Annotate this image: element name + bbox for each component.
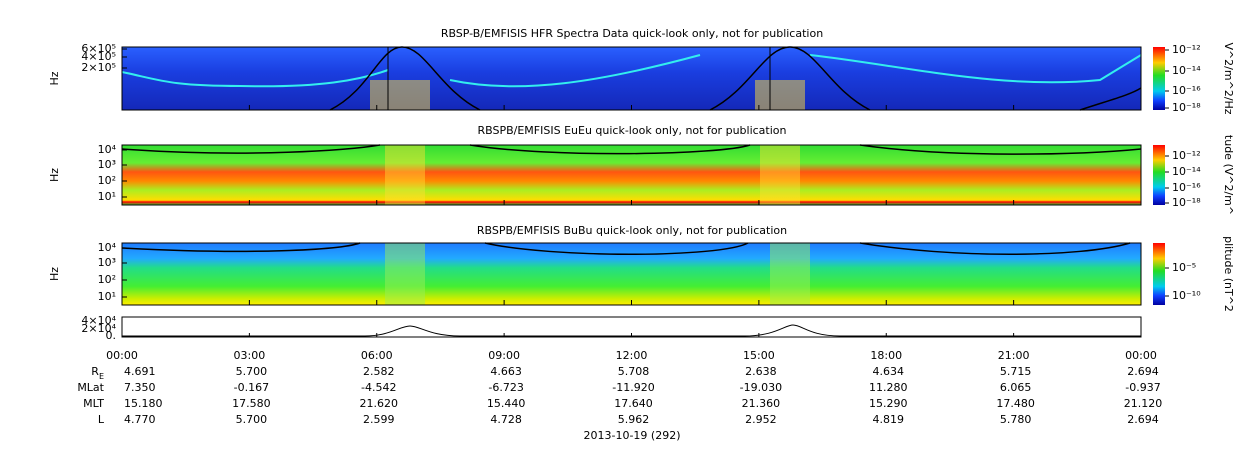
x-tick-label: 12:00 <box>616 349 648 362</box>
colorbar-tick-label: 10⁻¹² <box>1172 149 1201 162</box>
colorbar-label: V^2/m^2/Hz <box>1222 42 1235 114</box>
y-axis-label: Hz <box>48 267 61 281</box>
ephemeris-value: 4.691 <box>124 365 156 378</box>
ephemeris-value: 5.715 <box>1000 365 1032 378</box>
y-axis-label: Hz <box>48 168 61 182</box>
ephemeris-value: -0.937 <box>1125 381 1160 394</box>
ephemeris-value: 5.708 <box>618 365 650 378</box>
ephemeris-value: 5.962 <box>618 413 650 426</box>
colorbar-tick-label: 10⁻¹⁴ <box>1172 64 1201 77</box>
y-tick-label: 10³ <box>98 158 116 171</box>
y-tick-label: 10² <box>98 174 116 187</box>
ephemeris-value: 21.620 <box>360 397 399 410</box>
ephemeris-value: 2.694 <box>1127 413 1159 426</box>
ephemeris-value: 2.952 <box>745 413 777 426</box>
x-tick-label: 06:00 <box>361 349 393 362</box>
y-tick-label: 4×10⁴ <box>81 314 116 327</box>
row-label-text: MLT <box>83 397 104 410</box>
ephemeris-value: -4.542 <box>361 381 396 394</box>
ephemeris-value: 7.350 <box>124 381 156 394</box>
ephemeris-value: 4.770 <box>124 413 156 426</box>
y-axis-label: Hz <box>48 71 61 85</box>
colorbar-tick-label: 10⁻¹⁶ <box>1172 181 1201 194</box>
ephemeris-value: 6.065 <box>1000 381 1032 394</box>
ephemeris-value: 21.360 <box>742 397 781 410</box>
ephemeris-value: 17.640 <box>614 397 653 410</box>
ephemeris-value: 5.700 <box>236 365 268 378</box>
row-label-sub: E <box>99 372 104 381</box>
x-tick-label: 00:00 <box>1125 349 1157 362</box>
ephemeris-value: 17.580 <box>232 397 271 410</box>
colorbar-tick-label: 10⁻¹⁸ <box>1172 196 1201 209</box>
y-tick-label: 6×10⁵ <box>81 42 116 55</box>
y-tick-label: 2×10⁵ <box>81 61 116 74</box>
ephemeris-value: -0.167 <box>234 381 269 394</box>
row-label: MLT <box>83 397 104 410</box>
y-tick-label: 4×10⁵ <box>81 50 116 63</box>
colorbar-tick-label: 10⁻¹⁴ <box>1172 165 1201 178</box>
x-tick-label: 15:00 <box>743 349 775 362</box>
ephemeris-value: -11.920 <box>612 381 654 394</box>
y-tick-label: 0. <box>106 329 117 342</box>
colorbar-tick-label: 10⁻¹⁸ <box>1172 101 1201 114</box>
row-label-text: R <box>91 365 99 378</box>
ephemeris-value: 21.120 <box>1124 397 1163 410</box>
colorbar-label: plitude (nT^2 <box>1222 236 1235 312</box>
ephemeris-value: 15.290 <box>869 397 908 410</box>
colorbar-label: tude (V^2/m^ <box>1222 135 1235 215</box>
row-label-text: L <box>98 413 105 426</box>
row-label: RE <box>91 365 104 381</box>
y-tick-label: 2×10⁴ <box>81 322 116 335</box>
x-tick-label: 18:00 <box>870 349 902 362</box>
ephemeris-value: 2.599 <box>363 413 395 426</box>
ephemeris-value: 4.663 <box>490 365 522 378</box>
ephemeris-value: 15.440 <box>487 397 526 410</box>
colorbar-tick-label: 10⁻¹² <box>1172 43 1201 56</box>
ephemeris-value: -19.030 <box>740 381 782 394</box>
panel-title: RBSPB/EMFISIS EuEu quick-look only, not … <box>477 124 786 137</box>
ephemeris-value: -6.723 <box>488 381 523 394</box>
y-tick-label: 10³ <box>98 256 116 269</box>
y-tick-label: 10⁴ <box>98 241 117 254</box>
x-tick-label: 09:00 <box>488 349 520 362</box>
colorbar-tick-label: 10⁻⁵ <box>1172 261 1196 274</box>
y-tick-label: 10¹ <box>98 190 116 203</box>
y-tick-label: 10⁴ <box>98 143 117 156</box>
ephemeris-value: 2.582 <box>363 365 395 378</box>
x-tick-label: 21:00 <box>998 349 1030 362</box>
ephemeris-value: 4.728 <box>490 413 522 426</box>
x-tick-label: 03:00 <box>234 349 266 362</box>
colorbar-tick-label: 10⁻¹⁰ <box>1172 289 1201 302</box>
y-tick-label: 10¹ <box>98 290 116 303</box>
panel-title: RBSP-B/EMFISIS HFR Spectra Data quick-lo… <box>441 27 823 40</box>
x-tick-label: 00:00 <box>106 349 138 362</box>
row-label: L <box>98 413 105 426</box>
spectrogram-art <box>121 46 1165 338</box>
ephemeris-value: 4.634 <box>873 365 905 378</box>
ephemeris-value: 5.700 <box>236 413 268 426</box>
ephemeris-value: 11.280 <box>869 381 908 394</box>
ephemeris-value: 17.480 <box>996 397 1035 410</box>
y-tick-label: 10² <box>98 273 116 286</box>
ephemeris-value: 5.780 <box>1000 413 1032 426</box>
row-label-text: MLat <box>77 381 104 394</box>
ephemeris-value: 15.180 <box>124 397 163 410</box>
ephemeris-value: 4.819 <box>873 413 905 426</box>
row-label: MLat <box>77 381 104 394</box>
colorbar-tick-label: 10⁻¹⁶ <box>1172 84 1201 97</box>
ephemeris-value: 2.694 <box>1127 365 1159 378</box>
ephemeris-value: 2.638 <box>745 365 777 378</box>
date-label: 2013-10-19 (292) <box>583 429 680 442</box>
panel-title: RBSPB/EMFISIS BuBu quick-look only, not … <box>477 224 787 237</box>
